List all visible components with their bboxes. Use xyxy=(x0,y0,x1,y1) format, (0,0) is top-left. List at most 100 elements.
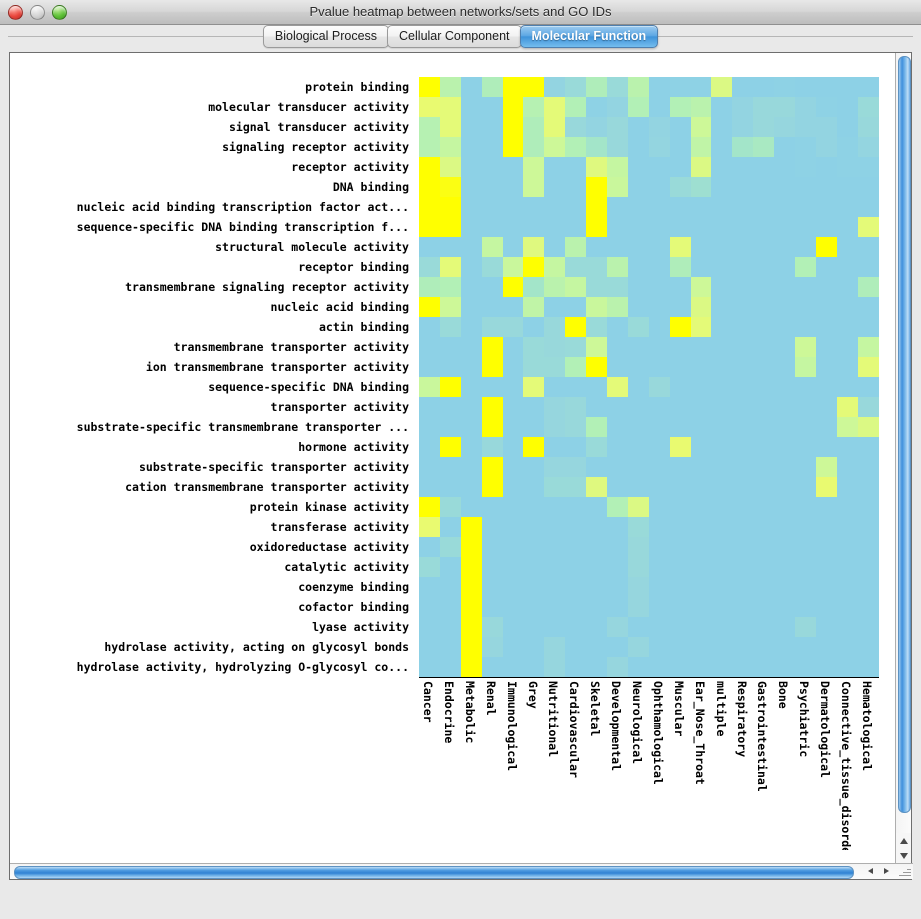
heatmap-cell[interactable] xyxy=(815,617,837,637)
heatmap-cell[interactable] xyxy=(669,197,691,217)
heatmap-cell[interactable] xyxy=(690,237,712,257)
heatmap-cell[interactable] xyxy=(607,317,628,337)
heatmap-cell[interactable] xyxy=(481,217,503,237)
heatmap-cell[interactable] xyxy=(711,77,733,97)
heatmap-cell[interactable] xyxy=(648,277,670,297)
heatmap-cell[interactable] xyxy=(439,437,461,457)
heatmap-cell[interactable] xyxy=(502,497,524,517)
heatmap-cell[interactable] xyxy=(607,657,628,677)
heatmap-cell[interactable] xyxy=(544,357,566,377)
heatmap-cell[interactable] xyxy=(669,137,691,157)
heatmap-cell[interactable] xyxy=(648,377,670,397)
scroll-right-icon[interactable] xyxy=(879,864,895,878)
heatmap-cell[interactable] xyxy=(502,557,524,577)
heatmap-cell[interactable] xyxy=(627,417,649,437)
heatmap-cell[interactable] xyxy=(627,517,649,537)
heatmap-cell[interactable] xyxy=(481,257,503,277)
heatmap-cell[interactable] xyxy=(419,317,440,337)
heatmap-cell[interactable] xyxy=(460,577,482,597)
heatmap-cell[interactable] xyxy=(857,77,879,97)
heatmap-cell[interactable] xyxy=(711,477,733,497)
heatmap-cell[interactable] xyxy=(419,297,440,317)
heatmap-cell[interactable] xyxy=(648,457,670,477)
heatmap-cell[interactable] xyxy=(502,577,524,597)
heatmap-cell[interactable] xyxy=(836,557,858,577)
heatmap-cell[interactable] xyxy=(523,257,545,277)
heatmap-cell[interactable] xyxy=(523,77,545,97)
heatmap-cell[interactable] xyxy=(439,217,461,237)
heatmap-cell[interactable] xyxy=(565,177,587,197)
heatmap-cell[interactable] xyxy=(774,397,796,417)
heatmap-cell[interactable] xyxy=(648,517,670,537)
heatmap-cell[interactable] xyxy=(586,317,608,337)
heatmap-cell[interactable] xyxy=(586,597,608,617)
heatmap-cell[interactable] xyxy=(523,657,545,677)
heatmap-cell[interactable] xyxy=(523,597,545,617)
heatmap-cell[interactable] xyxy=(774,97,796,117)
heatmap-cell[interactable] xyxy=(439,357,461,377)
heatmap-cell[interactable] xyxy=(419,417,440,437)
heatmap-cell[interactable] xyxy=(836,317,858,337)
heatmap-cell[interactable] xyxy=(648,197,670,217)
heatmap-cell[interactable] xyxy=(607,557,628,577)
heatmap-cell[interactable] xyxy=(523,317,545,337)
heatmap-cell[interactable] xyxy=(836,177,858,197)
heatmap-cell[interactable] xyxy=(836,137,858,157)
heatmap-cell[interactable] xyxy=(419,497,440,517)
heatmap-cell[interactable] xyxy=(669,477,691,497)
heatmap-cell[interactable] xyxy=(481,197,503,217)
heatmap-cell[interactable] xyxy=(481,97,503,117)
heatmap-cell[interactable] xyxy=(795,357,816,377)
heatmap-cell[interactable] xyxy=(607,297,628,317)
heatmap-cell[interactable] xyxy=(669,397,691,417)
heatmap-cell[interactable] xyxy=(774,537,796,557)
heatmap-cell[interactable] xyxy=(481,117,503,137)
tab-cellular-component[interactable]: Cellular Component xyxy=(387,25,522,48)
heatmap-cell[interactable] xyxy=(836,357,858,377)
heatmap-cell[interactable] xyxy=(648,657,670,677)
heatmap-cell[interactable] xyxy=(627,217,649,237)
heatmap-cell[interactable] xyxy=(795,117,816,137)
heatmap-cell[interactable] xyxy=(795,397,816,417)
heatmap-cell[interactable] xyxy=(857,237,879,257)
heatmap-cell[interactable] xyxy=(732,357,754,377)
heatmap-cell[interactable] xyxy=(439,457,461,477)
heatmap-cell[interactable] xyxy=(690,137,712,157)
heatmap-cell[interactable] xyxy=(774,317,796,337)
heatmap-cell[interactable] xyxy=(502,177,524,197)
heatmap-cell[interactable] xyxy=(544,317,566,337)
heatmap-cell[interactable] xyxy=(815,317,837,337)
heatmap-cell[interactable] xyxy=(795,637,816,657)
heatmap-cell[interactable] xyxy=(815,157,837,177)
heatmap-cell[interactable] xyxy=(523,237,545,257)
heatmap-cell[interactable] xyxy=(419,377,440,397)
heatmap-cell[interactable] xyxy=(732,337,754,357)
heatmap-cell[interactable] xyxy=(502,257,524,277)
heatmap-cell[interactable] xyxy=(627,637,649,657)
heatmap-cell[interactable] xyxy=(523,357,545,377)
heatmap-cell[interactable] xyxy=(439,637,461,657)
heatmap-cell[interactable] xyxy=(439,117,461,137)
heatmap-cell[interactable] xyxy=(732,117,754,137)
heatmap-cell[interactable] xyxy=(460,477,482,497)
heatmap-cell[interactable] xyxy=(586,537,608,557)
heatmap-cell[interactable] xyxy=(607,537,628,557)
heatmap-cell[interactable] xyxy=(502,637,524,657)
heatmap-cell[interactable] xyxy=(419,97,440,117)
heatmap-cell[interactable] xyxy=(439,377,461,397)
heatmap-cell[interactable] xyxy=(711,497,733,517)
heatmap-cell[interactable] xyxy=(586,397,608,417)
heatmap-cell[interactable] xyxy=(607,437,628,457)
heatmap-cell[interactable] xyxy=(711,617,733,637)
heatmap-cell[interactable] xyxy=(481,177,503,197)
heatmap-cell[interactable] xyxy=(795,377,816,397)
heatmap-cell[interactable] xyxy=(753,157,775,177)
heatmap-cell[interactable] xyxy=(419,437,440,457)
heatmap-cell[interactable] xyxy=(753,117,775,137)
heatmap-cell[interactable] xyxy=(419,77,440,97)
heatmap-cell[interactable] xyxy=(502,277,524,297)
heatmap-cell[interactable] xyxy=(544,557,566,577)
heatmap-cell[interactable] xyxy=(711,217,733,237)
heatmap-cell[interactable] xyxy=(795,317,816,337)
heatmap-cell[interactable] xyxy=(753,377,775,397)
